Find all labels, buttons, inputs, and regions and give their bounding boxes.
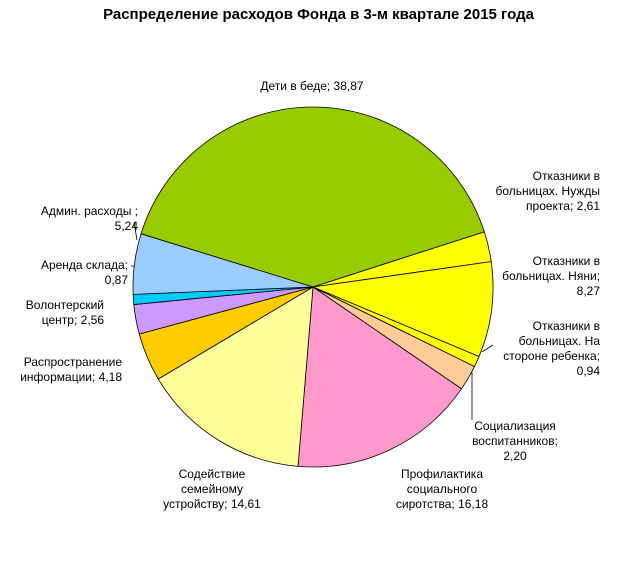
pie-slice	[140, 106, 485, 288]
slice-label: Отказники в больницах. Няни; 8,27	[502, 254, 600, 298]
slice-label: Отказники в больницах. На стороне ребенка;…	[503, 319, 600, 378]
slice-label-line: Профилактика	[401, 467, 483, 481]
slice-label-line: 2,20	[503, 449, 527, 463]
slice-label-line: воспитанников;	[472, 434, 558, 448]
slice-label-line: больницах. Няни;	[502, 269, 600, 283]
slice-label: Волонтерский центр; 2,56	[26, 298, 105, 327]
slice-label-line: 5,24	[115, 219, 139, 233]
slice-label-line: семейному	[181, 482, 243, 496]
chart-title: Распределение расходов Фонда в 3-м кварт…	[103, 6, 534, 23]
slice-label-line: Аренда склада;	[41, 258, 128, 272]
slice-label: Социализация воспитанников; 2,20	[472, 419, 558, 463]
slice-label: Аренда склада; 0,87	[41, 258, 128, 287]
slice-label-line: Волонтерский	[26, 298, 104, 312]
pie-slice	[311, 261, 494, 358]
slice-label-line: проекта; 2,61	[526, 199, 600, 213]
slice-label-line: информации; 4,18	[20, 370, 122, 384]
slice-label: Админ. расходы ; 5,24	[41, 204, 138, 233]
slice-label: Распространение информации; 4,18	[20, 355, 122, 384]
slice-label-line: больницах. На	[519, 334, 601, 348]
leader-lines	[131, 221, 494, 420]
slice-label-line: Отказники в	[533, 254, 600, 268]
slice-label-line: 0,87	[105, 273, 129, 287]
slice-label: Отказники в больницах. Нужды проекта; 2,61	[495, 169, 600, 213]
slice-label: Дети в беде; 38,87	[260, 79, 363, 93]
pie-slice	[132, 233, 314, 295]
slice-label-line: социального	[407, 482, 478, 496]
leader-line	[481, 344, 494, 353]
pie-slice	[297, 286, 463, 468]
slice-label-line: Распространение	[24, 355, 123, 369]
slice-label-line: центр; 2,56	[42, 313, 105, 327]
slice-label-line: Дети в беде; 38,87	[260, 79, 363, 93]
slice-label-line: 8,27	[577, 284, 601, 298]
slice-label-line: 0,94	[577, 364, 601, 378]
slice-label-line: Содействие	[179, 467, 246, 481]
slice-label: Содействие семейному устройству; 14,61	[163, 467, 261, 511]
slice-label-line: устройству; 14,61	[163, 497, 261, 511]
slice-label-line: стороне ребенка;	[503, 349, 600, 363]
slice-label-line: сиротства; 16,18	[396, 497, 489, 511]
slice-label-line: Админ. расходы ;	[41, 204, 138, 218]
slice-label-line: Отказники в	[533, 319, 600, 333]
leader-line	[133, 221, 138, 241]
slice-label-line: Отказники в	[533, 169, 600, 183]
slice-label-line: больницах. Нужды	[495, 184, 600, 198]
pie-slices	[132, 106, 494, 468]
pie-slice	[157, 286, 314, 467]
slice-label: Профилактика социального сиротства; 16,18	[396, 467, 489, 511]
slice-label-line: Социализация	[474, 419, 556, 433]
